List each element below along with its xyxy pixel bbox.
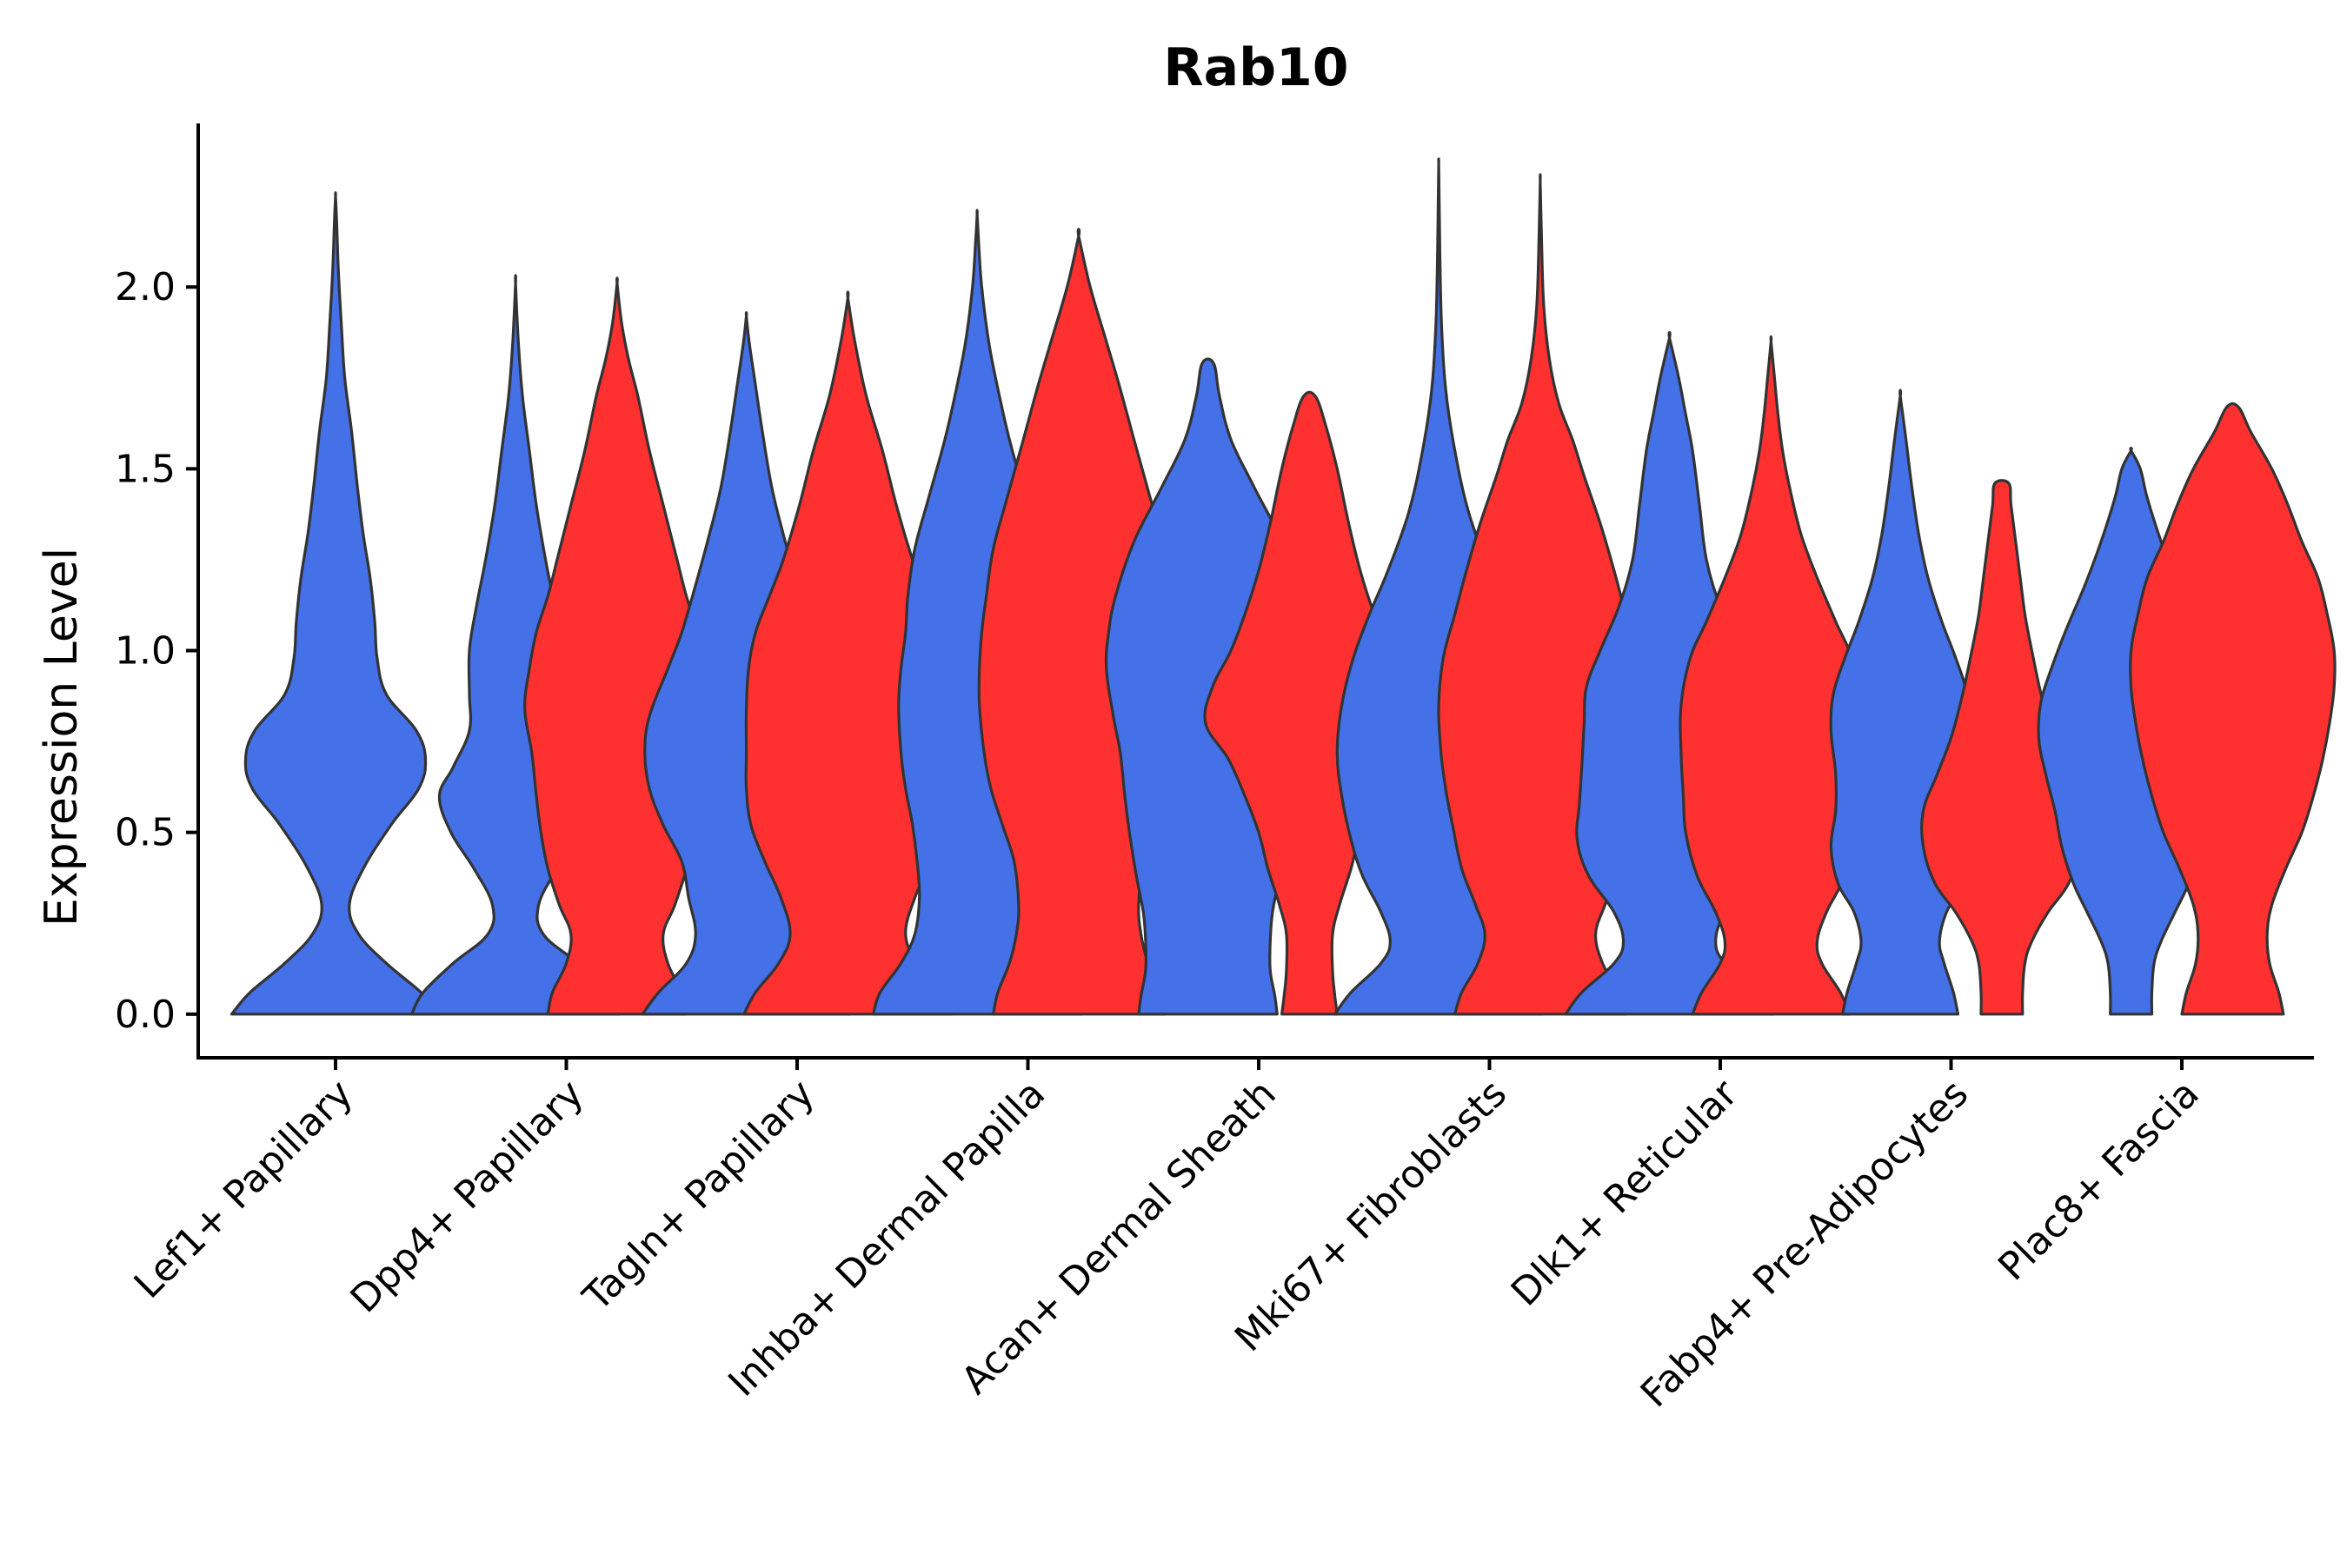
y-tick-label: 1.0 [115, 629, 176, 674]
x-tick-label: Tagln+ Papillary [575, 1072, 823, 1320]
y-tick-label: 1.5 [115, 447, 176, 491]
x-tick-label: Lef1+ Papillary [126, 1072, 362, 1307]
x-tick-label: Plac8+ Fascia [1990, 1072, 2208, 1290]
violin-lef1-papillary-blue [229, 191, 442, 1016]
y-tick-label: 2.0 [115, 265, 176, 309]
violin-plac8-fascia-red [2129, 402, 2337, 1016]
x-tick-label: Dpp4+ Papillary [342, 1072, 593, 1322]
y-ticks-group: 0.0 0.5 1.0 1.5 2.0 [115, 265, 198, 1037]
y-axis-label: Expression Level [36, 548, 88, 927]
violins-group [229, 157, 2337, 1016]
y-tick-label: 0.5 [115, 811, 176, 855]
violin-fabp4-pre-adipocytes-blue [1829, 389, 1971, 1016]
y-tick-label: 0.0 [115, 993, 176, 1037]
x-tick-label: Dlk1+ Reticular [1503, 1071, 1747, 1315]
chart-title: Rab10 [1163, 37, 1348, 98]
